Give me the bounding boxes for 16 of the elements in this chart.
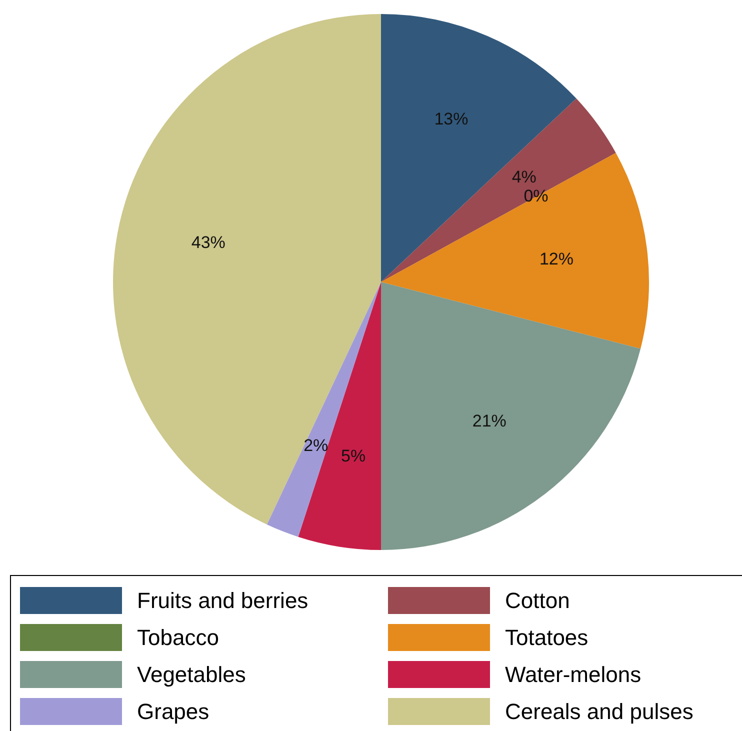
legend-label: Water-melons	[505, 661, 642, 688]
legend-label: Cereals and pulses	[505, 698, 694, 725]
data-label: 5%	[341, 446, 366, 466]
data-label: 43%	[191, 233, 226, 252]
text: 0%	[524, 186, 548, 206]
data-label: 4%	[512, 168, 536, 187]
legend-label: Fruits and berries	[137, 587, 308, 614]
legend-label: Tobacco	[137, 624, 219, 651]
legend-label: Vegetables	[137, 661, 246, 688]
data-label: 13%	[434, 109, 468, 128]
legend-label: Grapes	[137, 698, 210, 725]
legend-label: Totatoes	[505, 624, 588, 651]
data-label: 12%	[539, 250, 574, 269]
data-label: 2%	[304, 436, 328, 456]
legend-label: Cotton	[505, 587, 570, 614]
data-label: 21%	[472, 411, 506, 430]
